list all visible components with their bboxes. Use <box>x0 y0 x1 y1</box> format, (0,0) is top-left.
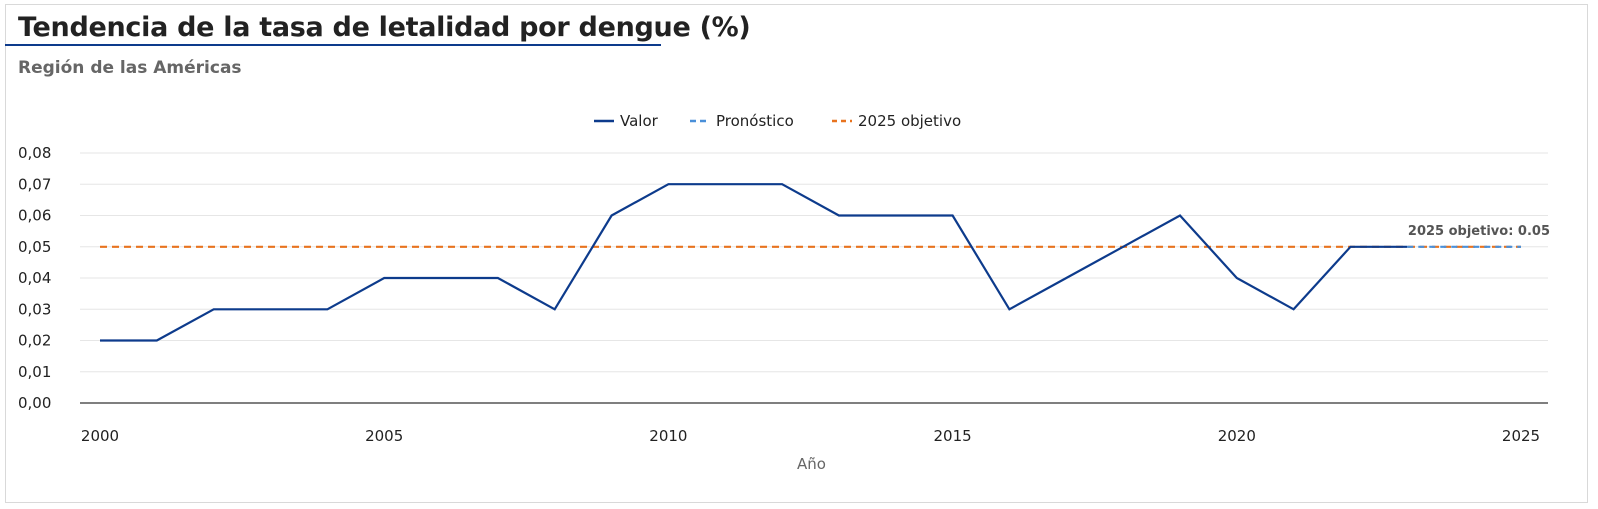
legend-label: 2025 objetivo <box>858 112 961 130</box>
chart-subtitle: Región de las Américas <box>18 58 242 78</box>
legend-label: Pronóstico <box>716 112 794 130</box>
target-annotation: 2025 objetivo: 0.05 <box>1408 224 1550 239</box>
x-tick-label: 2020 <box>1218 427 1256 445</box>
y-tick-label: 0,01 <box>18 363 51 381</box>
y-tick-label: 0,07 <box>18 175 51 193</box>
y-tick-label: 0,02 <box>18 332 51 350</box>
x-axis-title: Año <box>797 455 826 473</box>
x-tick-label: 2005 <box>365 427 403 445</box>
series-line-valor <box>100 183 1408 342</box>
chart-title: Tendencia de la tasa de letalidad por de… <box>18 12 751 43</box>
gridlines <box>80 152 1548 373</box>
y-tick-label: 0,03 <box>18 300 51 318</box>
x-tick-label: 2000 <box>81 427 119 445</box>
y-tick-label: 0,06 <box>18 207 51 225</box>
title-underline <box>5 44 661 46</box>
x-tick-label: 2015 <box>934 427 972 445</box>
y-axis-ticks: 0,00 0,01 0,02 0,03 0,04 0,05 0,06 0,07 0,08 <box>18 144 51 412</box>
y-tick-label: 0,00 <box>18 394 51 412</box>
series-layer <box>100 183 1521 342</box>
legend: Valor Pronóstico 2025 objetivo <box>594 112 961 130</box>
x-axis-ticks: 2000 2005 2010 2015 2020 2025 <box>81 427 1540 445</box>
x-tick-label: 2010 <box>649 427 687 445</box>
y-tick-label: 0,08 <box>18 144 51 162</box>
chart-frame <box>5 4 1588 503</box>
x-tick-label: 2025 <box>1502 427 1540 445</box>
legend-label: Valor <box>620 112 659 130</box>
y-tick-label: 0,05 <box>18 238 51 256</box>
y-tick-label: 0,04 <box>18 269 51 287</box>
